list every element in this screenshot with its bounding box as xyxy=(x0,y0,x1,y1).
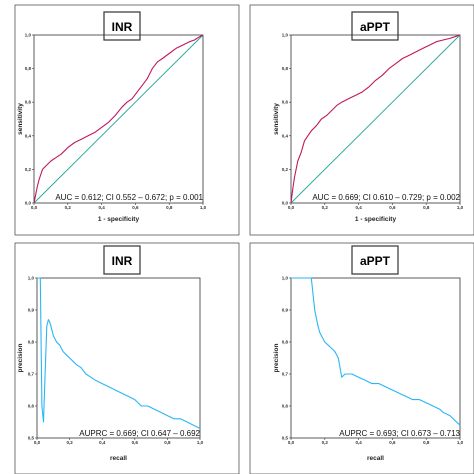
y-tick-label: 0,0 xyxy=(282,201,289,206)
reference-line xyxy=(290,34,461,204)
y-tick-label: 0,6 xyxy=(282,404,289,409)
y-tick-label: 1,0 xyxy=(282,33,289,38)
chart-title-box xyxy=(351,245,399,275)
x-tick-label: 0,2 xyxy=(322,440,329,445)
x-tick-label: 0,4 xyxy=(98,205,105,210)
plot-area xyxy=(36,277,201,439)
y-tick-label: 0,7 xyxy=(28,372,35,377)
series-line-1 xyxy=(33,34,204,204)
x-tick-label: 0,4 xyxy=(355,205,362,210)
y-axis-label: sensitivity xyxy=(273,103,280,135)
chart-panel-1: INR 0,0 0,2 0,4 0,6 0,8 1,0 0,0 0,2 0,4 0,6 0,8 1,0 1… xyxy=(14,4,240,236)
y-tick-label: 0,6 xyxy=(25,100,32,105)
x-axis-label: recall xyxy=(367,455,384,462)
panel-frame xyxy=(249,242,474,474)
x-tick-label: 1,0 xyxy=(197,440,204,445)
y-tick-label: 0,8 xyxy=(282,340,289,345)
y-tick-label: 0,0 xyxy=(25,201,32,206)
y-axis-label: sensitivity xyxy=(17,103,24,135)
x-tick-label: 0,0 xyxy=(31,205,38,210)
x-tick-label: 0,0 xyxy=(34,440,41,445)
y-axis-label: precision xyxy=(273,344,280,373)
y-tick-label: 0,9 xyxy=(282,308,289,313)
y-tick-label: 0,7 xyxy=(282,372,289,377)
x-axis-label: recall xyxy=(110,455,127,462)
chart-panel-4: aPPT 0,0 0,2 0,4 0,6 0,8 1,0 0,5 0,6 0,7 0,8 0,9 1,0… xyxy=(249,242,474,474)
x-tick-label: 0,0 xyxy=(288,440,295,445)
x-tick-label: 0,8 xyxy=(166,205,173,210)
x-tick-label: 0,6 xyxy=(132,205,139,210)
y-tick-label: 0,5 xyxy=(28,436,35,441)
chart-title: INR xyxy=(112,254,133,268)
x-axis-label: 1 - specificity xyxy=(98,216,140,223)
x-tick-label: 0,2 xyxy=(66,440,73,445)
annotation: AUC = 0.612; CI 0.552 – 0.672; p = 0.001 xyxy=(55,193,203,202)
x-tick-label: 0,6 xyxy=(389,205,396,210)
annotation: AUC = 0.669; CI 0.610 – 0.729; p = 0.002 xyxy=(312,193,460,202)
plot-area xyxy=(290,34,461,204)
y-tick-label: 0,2 xyxy=(25,167,32,172)
plot-area xyxy=(33,34,204,204)
x-tick-label: 0,0 xyxy=(288,205,295,210)
x-tick-label: 0,8 xyxy=(423,205,430,210)
x-axis-label: 1 - specificity xyxy=(355,216,397,223)
chart-panel-2: aPPT 0,0 0,2 0,4 0,6 0,8 1,0 0,0 0,2 0,4 0,6 0,8 1,0… xyxy=(249,4,474,236)
series-line-1 xyxy=(37,277,201,429)
x-tick-label: 0,6 xyxy=(389,440,396,445)
series-line-1 xyxy=(290,34,461,204)
y-tick-label: 0,4 xyxy=(25,133,32,138)
x-tick-label: 0,4 xyxy=(99,440,106,445)
panel-frame xyxy=(14,4,240,236)
y-tick-label: 0,8 xyxy=(25,66,32,71)
x-tick-label: 0,4 xyxy=(355,440,362,445)
x-tick-label: 0,2 xyxy=(322,205,329,210)
y-tick-label: 0,8 xyxy=(282,66,289,71)
y-tick-label: 0,4 xyxy=(282,133,289,138)
y-tick-label: 0,9 xyxy=(28,308,35,313)
chart-title: INR xyxy=(112,20,133,34)
y-tick-label: 0,2 xyxy=(282,167,289,172)
y-tick-label: 0,6 xyxy=(28,404,35,409)
chart-title: aPPT xyxy=(360,20,391,34)
y-tick-label: 0,8 xyxy=(28,340,35,345)
panel-frame xyxy=(249,4,474,236)
chart-panel-3: INR 0,0 0,2 0,4 0,6 0,8 1,0 0,5 0,6 0,7 0,8 0,9 1,0 r… xyxy=(14,242,240,474)
y-tick-label: 0,6 xyxy=(282,100,289,105)
x-tick-label: 1,0 xyxy=(200,205,207,210)
x-tick-label: 0,2 xyxy=(65,205,72,210)
chart-title-box xyxy=(103,245,141,275)
annotation: AUPRC = 0.669; CI 0.647 – 0.692 xyxy=(79,429,200,438)
y-tick-label: 1,0 xyxy=(25,33,32,38)
y-axis-label: precision xyxy=(17,344,24,373)
y-tick-label: 0,5 xyxy=(282,436,289,441)
panel-frame xyxy=(14,242,240,474)
reference-line xyxy=(33,34,204,204)
x-tick-label: 1,0 xyxy=(457,440,464,445)
y-tick-label: 1,0 xyxy=(282,276,289,281)
annotation: AUPRC = 0.693; CI 0.673 – 0.713 xyxy=(339,429,460,438)
y-tick-label: 1,0 xyxy=(28,276,35,281)
chart-title: aPPT xyxy=(360,254,391,268)
x-tick-label: 0,6 xyxy=(132,440,139,445)
x-tick-label: 0,8 xyxy=(164,440,171,445)
x-tick-label: 0,8 xyxy=(423,440,430,445)
x-tick-label: 1,0 xyxy=(457,205,464,210)
plot-area xyxy=(290,277,461,439)
series-line-1 xyxy=(291,277,461,426)
